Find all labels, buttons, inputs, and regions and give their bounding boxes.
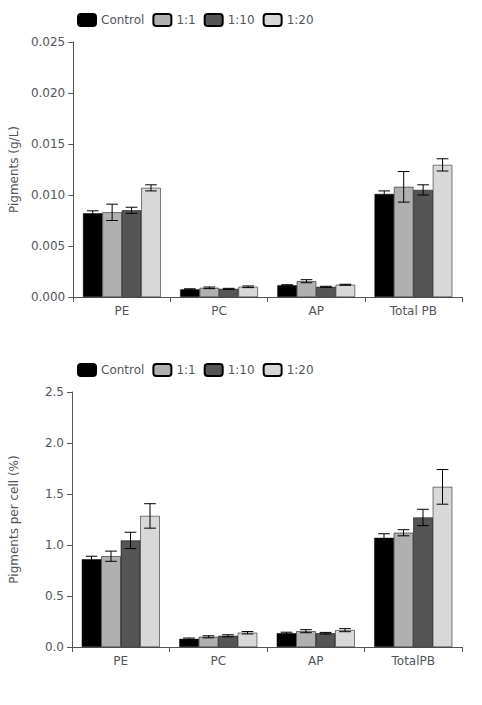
svg-text:1:20: 1:20: [287, 13, 314, 27]
svg-text:1.0: 1.0: [45, 538, 64, 552]
svg-text:0.000: 0.000: [31, 290, 65, 304]
svg-text:1:10: 1:10: [228, 363, 255, 377]
svg-text:PE: PE: [113, 654, 128, 668]
svg-text:1.5: 1.5: [45, 487, 64, 501]
svg-text:PC: PC: [211, 304, 227, 318]
svg-text:1:10: 1:10: [228, 13, 255, 27]
svg-text:Pigments (g/L): Pigments (g/L): [7, 126, 21, 213]
svg-text:AP: AP: [308, 304, 323, 318]
svg-text:TotalPB: TotalPB: [391, 654, 436, 668]
svg-text:Control: Control: [101, 13, 144, 27]
svg-text:0.0: 0.0: [45, 640, 64, 654]
svg-text:PE: PE: [114, 304, 129, 318]
svg-text:2.0: 2.0: [45, 436, 64, 450]
svg-text:Pigments per cell (%): Pigments per cell (%): [7, 455, 21, 583]
svg-text:Total PB: Total PB: [389, 304, 437, 318]
svg-text:0.025: 0.025: [31, 35, 65, 49]
svg-text:0.005: 0.005: [31, 239, 65, 253]
svg-text:1:1: 1:1: [176, 363, 195, 377]
svg-text:PC: PC: [210, 654, 226, 668]
svg-text:0.5: 0.5: [45, 589, 64, 603]
svg-text:0.015: 0.015: [31, 137, 65, 151]
svg-text:0.010: 0.010: [31, 188, 65, 202]
svg-text:1:1: 1:1: [176, 13, 195, 27]
svg-text:2.5: 2.5: [45, 385, 64, 399]
svg-text:0.020: 0.020: [31, 86, 65, 100]
svg-text:AP: AP: [308, 654, 323, 668]
svg-text:Control: Control: [101, 363, 144, 377]
svg-text:1:20: 1:20: [287, 363, 314, 377]
